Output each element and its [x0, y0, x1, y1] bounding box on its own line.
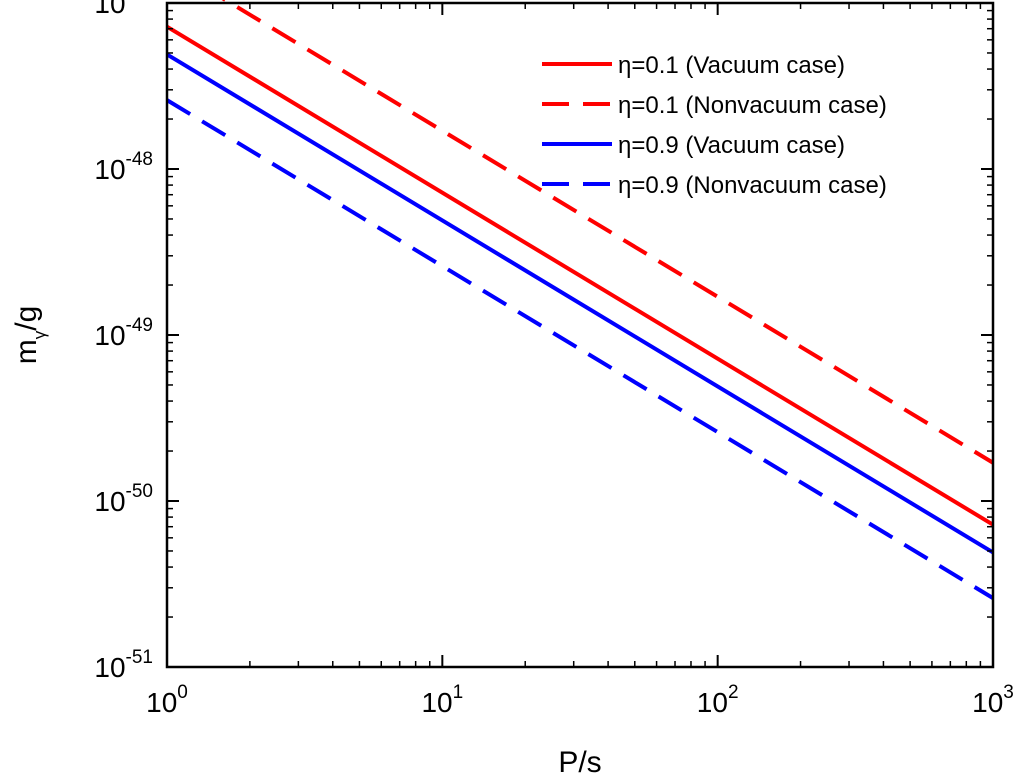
tick-layer: 100 101 102 103 10-47 10-48 10-49 10-50 10-51	[94, 0, 1013, 718]
y-tick-label: 10-49	[94, 315, 153, 351]
x-tick-label: 102	[697, 682, 739, 718]
series-line-3	[165, 52, 995, 555]
y-tick-label: 10-51	[94, 647, 153, 683]
x-tick-label: 101	[421, 682, 463, 718]
x-tick-label: 103	[972, 682, 1014, 718]
svg-text:mγ/g: mγ/g	[10, 306, 49, 365]
x-axis-label: P/s	[558, 746, 601, 778]
y-tick-label: 10-48	[94, 149, 153, 185]
y-axis-label-tail: /g	[10, 306, 43, 331]
legend-label-3: η=0.9 (Vacuum case)	[618, 132, 845, 159]
y-axis-label-sub: γ	[30, 330, 49, 339]
series-line-2	[221, 0, 995, 465]
y-axis-label-main: m	[10, 339, 43, 364]
y-axis-label: mγ/g	[10, 306, 49, 365]
legend-label-2: η=0.1 (Nonvacuum case)	[618, 92, 887, 119]
legend: η=0.1 (Vacuum case) η=0.1 (Nonvacuum case…	[542, 52, 887, 199]
legend-label-1: η=0.1 (Vacuum case)	[618, 52, 845, 79]
y-tick-label: 10-50	[94, 481, 153, 517]
legend-label-4: η=0.9 (Nonvacuum case)	[618, 172, 887, 199]
series-line-1	[165, 24, 995, 527]
series-line-4	[165, 98, 995, 600]
series-layer	[165, 0, 995, 600]
y-tick-label: 10-47	[94, 0, 153, 19]
x-tick-label: 100	[146, 682, 188, 718]
